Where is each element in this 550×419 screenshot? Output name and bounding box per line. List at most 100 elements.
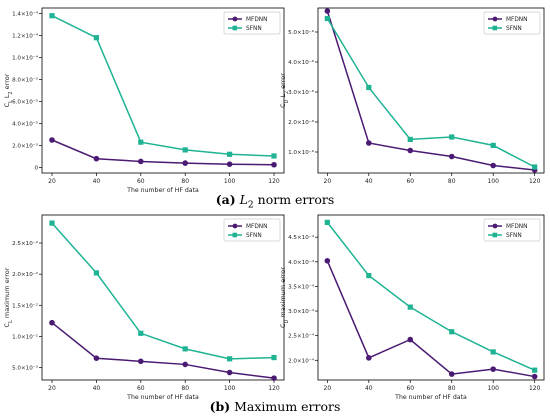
- data-point-mfdnn: [271, 375, 277, 381]
- x-tick-label: 40: [93, 385, 101, 392]
- data-point-mfdnn: [407, 336, 414, 343]
- data-point-mfdnn: [182, 160, 189, 166]
- y-tick-label: 4.0×10⁻⁶: [288, 59, 315, 66]
- y-tick-label: 3.5×10⁻⁴: [288, 283, 315, 290]
- y-tick-label: 1.0×10⁻²: [12, 333, 38, 340]
- y-axis-label: CL maximum error: [3, 267, 14, 327]
- series-line-mfdnn: [51, 322, 275, 379]
- data-point-mfdnn: [182, 361, 189, 368]
- series-line-sfnn: [51, 222, 275, 360]
- data-point-mfdnn: [407, 147, 414, 154]
- legend: MFDNN SFNN: [223, 218, 281, 242]
- y-tick-label: 5.0×10⁻³: [12, 365, 38, 372]
- y-tick-label: 3.0×10⁻⁴: [288, 308, 315, 315]
- y-axis-label: CD L2 error: [279, 73, 290, 108]
- y-tick-label: 2.5×10⁻²: [12, 240, 38, 247]
- legend-label: SFNN: [506, 233, 522, 239]
- y-tick-label: 1.0×10⁻⁶: [288, 149, 315, 156]
- data-point-mfdnn: [137, 158, 144, 165]
- x-tick-label: 60: [406, 385, 414, 392]
- data-point-mfdnn: [226, 369, 233, 376]
- data-point-sfnn: [366, 272, 372, 279]
- x-tick-label: 80: [448, 385, 456, 392]
- plot-frame: [41, 7, 285, 174]
- x-tick-label: 100: [487, 385, 499, 392]
- legend-label: MFDNN: [246, 17, 267, 23]
- y-tick-label: 2.5×10⁻⁴: [288, 333, 315, 340]
- legend-label: SFNN: [246, 233, 262, 239]
- legend: MFDNN SFNN: [223, 11, 281, 35]
- data-point-mfdnn: [324, 258, 331, 264]
- data-point-mfdnn: [448, 153, 455, 160]
- caption-b-label: (b): [209, 399, 231, 414]
- data-point-sfnn: [271, 354, 277, 361]
- data-point-sfnn: [407, 136, 413, 142]
- data-point-mfdnn: [226, 161, 233, 167]
- legend-label: SFNN: [246, 26, 262, 32]
- y-tick-label: 1.4×10⁻⁴: [12, 11, 39, 18]
- series-line-sfnn: [326, 221, 535, 371]
- caption-a-label: (a): [215, 192, 236, 207]
- plot-frame: [317, 214, 545, 381]
- caption-b: (b) Maximum errors: [0, 399, 550, 414]
- caption-a-sub: 2: [247, 200, 254, 211]
- data-point-sfnn: [449, 329, 455, 335]
- x-tick-label: 100: [224, 178, 236, 185]
- y-axis-label: CL L2 error: [3, 73, 14, 107]
- data-point-sfnn: [93, 270, 99, 276]
- data-point-sfnn: [49, 220, 55, 226]
- x-tick-label: 40: [365, 178, 373, 185]
- data-point-mfdnn: [365, 140, 372, 146]
- y-tick-label: 2.0×10⁻⁵: [12, 143, 38, 150]
- data-point-sfnn: [532, 164, 538, 170]
- x-tick-label: 20: [48, 178, 56, 185]
- legend-marker: [232, 16, 238, 22]
- data-point-sfnn: [227, 151, 233, 157]
- legend-label: SFNN: [506, 26, 522, 32]
- y-tick-label: 2.0×10⁻⁶: [288, 119, 315, 126]
- series-line-sfnn: [51, 15, 275, 157]
- y-tick-label: 8.0×10⁻⁵: [12, 77, 38, 84]
- data-point-sfnn: [532, 367, 538, 373]
- x-tick-label: 60: [137, 385, 145, 392]
- caption-b-text: Maximum errors: [234, 399, 341, 414]
- x-tick-label: 80: [448, 178, 456, 185]
- x-tick-label: 80: [181, 178, 189, 185]
- plot-frame: [41, 214, 285, 381]
- data-point-mfdnn: [448, 371, 455, 377]
- legend-marker: [492, 25, 498, 31]
- x-tick-label: 20: [324, 385, 332, 392]
- y-tick-label: 1.2×10⁻⁴: [12, 33, 39, 40]
- x-tick-label: 40: [365, 385, 373, 392]
- data-point-mfdnn: [137, 358, 144, 365]
- caption-a: (a) L2 norm errors: [0, 192, 550, 211]
- data-point-sfnn: [324, 15, 330, 22]
- data-point-sfnn: [227, 356, 233, 362]
- series-line-mfdnn: [326, 10, 535, 171]
- y-tick-label: 6.0×10⁻⁵: [12, 99, 38, 106]
- y-axis-label: CD maximum error: [279, 267, 290, 328]
- x-axis-label: The number of HF data: [126, 187, 199, 194]
- legend-label: MFDNN: [246, 224, 267, 230]
- data-point-mfdnn: [490, 366, 497, 372]
- data-point-sfnn: [366, 84, 372, 91]
- y-tick-label: 3.0×10⁻⁶: [288, 89, 315, 96]
- y-tick-label: 4.0×10⁻⁴: [288, 259, 315, 266]
- x-tick-label: 20: [48, 385, 56, 392]
- legend-marker: [232, 25, 238, 31]
- caption-a-math: L: [239, 192, 248, 207]
- y-tick-label: 4.0×10⁻⁵: [12, 121, 38, 128]
- data-point-mfdnn: [49, 137, 55, 143]
- legend-marker: [232, 223, 238, 229]
- data-point-sfnn: [324, 219, 330, 225]
- data-point-mfdnn: [324, 8, 331, 14]
- data-point-sfnn: [407, 304, 413, 310]
- x-tick-label: 120: [529, 178, 541, 185]
- legend-marker: [492, 232, 498, 238]
- data-point-sfnn: [93, 35, 99, 41]
- chart-panel-3: 20 40 60 80 100 120 5.0×10⁻³ 1.0×10⁻² 1.5×10⁻² 2.…: [12, 214, 285, 401]
- x-tick-label: 120: [529, 385, 541, 392]
- chart-panel-4: 20 40 60 80 100 120 2.0×10⁻⁴ 2.5×10⁻⁴ 3.0×10⁻⁴ 3.…: [288, 214, 545, 401]
- legend-label: MFDNN: [506, 17, 527, 23]
- legend: MFDNN SFNN: [483, 218, 541, 242]
